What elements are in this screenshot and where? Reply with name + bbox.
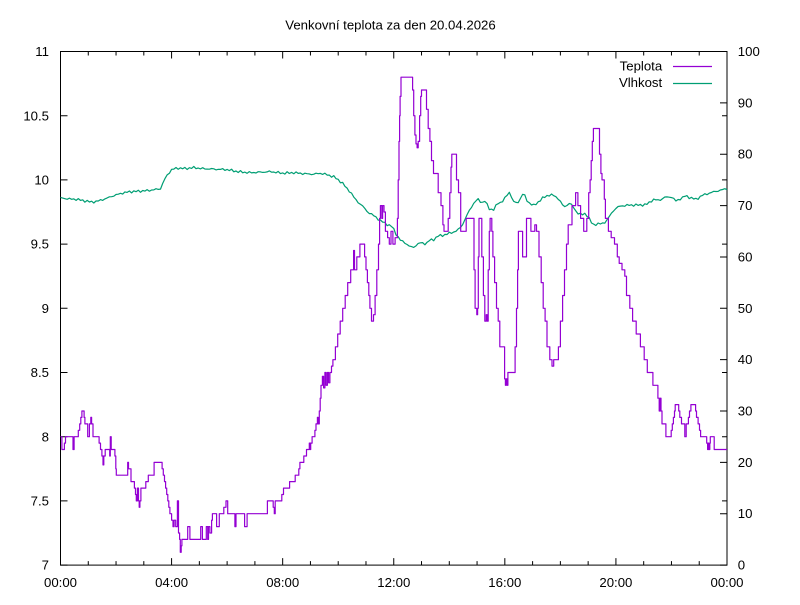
svg-text:04:00: 04:00 — [155, 575, 188, 590]
svg-text:8.5: 8.5 — [31, 365, 49, 380]
svg-text:100: 100 — [738, 44, 760, 59]
svg-text:80: 80 — [738, 147, 753, 162]
svg-text:30: 30 — [738, 404, 753, 419]
svg-text:9: 9 — [42, 301, 49, 316]
svg-text:00:00: 00:00 — [710, 575, 743, 590]
svg-text:00:00: 00:00 — [44, 575, 77, 590]
svg-text:70: 70 — [738, 198, 753, 213]
svg-text:8: 8 — [42, 429, 49, 444]
svg-text:10: 10 — [738, 506, 753, 521]
svg-text:20:00: 20:00 — [599, 575, 632, 590]
svg-text:7.5: 7.5 — [31, 494, 49, 509]
svg-text:08:00: 08:00 — [266, 575, 299, 590]
svg-text:90: 90 — [738, 95, 753, 110]
svg-text:20: 20 — [738, 455, 753, 470]
svg-text:11: 11 — [35, 44, 49, 59]
svg-text:60: 60 — [738, 249, 753, 264]
svg-text:50: 50 — [738, 301, 753, 316]
svg-text:10.5: 10.5 — [23, 108, 49, 123]
svg-text:16:00: 16:00 — [488, 575, 521, 590]
svg-text:7: 7 — [42, 558, 49, 573]
svg-text:Teplota: Teplota — [620, 58, 663, 73]
svg-text:Venkovní teplota za den 20.04.: Venkovní teplota za den 20.04.2026 — [285, 18, 495, 33]
svg-text:40: 40 — [738, 352, 753, 367]
svg-text:12:00: 12:00 — [377, 575, 410, 590]
svg-text:10: 10 — [34, 173, 49, 188]
svg-text:9.5: 9.5 — [31, 237, 49, 252]
svg-text:0: 0 — [738, 558, 745, 573]
svg-text:Vlhkost: Vlhkost — [619, 75, 663, 90]
